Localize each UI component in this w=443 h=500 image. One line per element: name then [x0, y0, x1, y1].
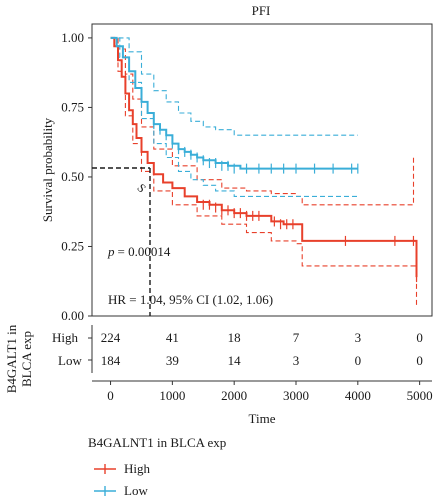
- y-axis-label: Survival probability: [40, 117, 55, 222]
- ci-lower-low: [110, 37, 358, 197]
- risk-table-cell: 7: [293, 330, 300, 345]
- survival-curve-high: [110, 36, 418, 278]
- survival-curve-low: [110, 36, 358, 170]
- x-tick-label: 0: [107, 388, 114, 403]
- y-axis-ticks: 0.00 0.25 0.50 0.75 1.00: [61, 30, 92, 323]
- risk-row-label-high: High: [52, 330, 79, 345]
- ci-upper-high: [110, 37, 415, 206]
- x-tick-label: 4000: [345, 388, 371, 403]
- risk-table-title-line2: BLCA exp: [19, 331, 34, 387]
- survival-curves: [110, 36, 418, 278]
- y-tick-label: 0.25: [61, 238, 84, 253]
- censor-marks: [153, 119, 418, 283]
- legend-label-high: High: [124, 461, 151, 476]
- risk-table-title-line1: B4GALT1 in: [4, 324, 19, 393]
- legend-item-low: Low: [94, 483, 148, 498]
- p-value-label: p = 0.00014: [107, 244, 171, 259]
- risk-table-cell: 0: [416, 353, 423, 368]
- plot-frame: [91, 23, 433, 317]
- y-tick-label: 0.75: [61, 99, 84, 114]
- risk-table-cell: 0: [355, 353, 362, 368]
- legend-item-high: High: [94, 461, 151, 476]
- y-tick-label: 1.00: [61, 30, 84, 45]
- legend-label-low: Low: [124, 483, 148, 498]
- risk-table-cell: 3: [355, 330, 362, 345]
- x-tick-label: 2000: [221, 388, 247, 403]
- ci-upper-low: [110, 37, 358, 136]
- p-value-text: = 0.00014: [118, 244, 171, 259]
- risk-table-cell: 14: [228, 353, 242, 368]
- x-axis-ticks: 0 1000 2000 3000 4000 5000: [107, 381, 433, 403]
- risk-table-cell: 41: [166, 330, 179, 345]
- y-tick-label: 0.00: [61, 308, 84, 323]
- x-tick-label: 1000: [159, 388, 185, 403]
- risk-table-cell: 184: [101, 353, 121, 368]
- p-value-symbol: p: [107, 244, 115, 259]
- risk-row-label-low: Low: [58, 353, 82, 368]
- y-tick-label: 0.50: [61, 169, 84, 184]
- risk-table-cell: 224: [101, 330, 121, 345]
- risk-table-cell: 3: [293, 353, 300, 368]
- chart-title: PFI: [252, 3, 271, 18]
- risk-table-cell: 39: [166, 353, 179, 368]
- risk-table-cell: 0: [416, 330, 423, 345]
- hr-annotation: HR = 1.04, 95% CI (1.02, 1.06): [108, 292, 273, 307]
- x-tick-label: 5000: [407, 388, 433, 403]
- x-tick-label: 3000: [283, 388, 309, 403]
- risk-table-values: 224 41 18 7 3 0 184 39 14 3 0 0: [101, 330, 423, 368]
- risk-table-cell: 18: [228, 330, 241, 345]
- ci-lower-high: [110, 37, 418, 305]
- legend-title: B4GALNT1 in BLCA exp: [88, 435, 226, 450]
- median-marker: S: [134, 181, 149, 196]
- confidence-bands: [110, 37, 418, 305]
- x-axis-label: Time: [249, 411, 276, 426]
